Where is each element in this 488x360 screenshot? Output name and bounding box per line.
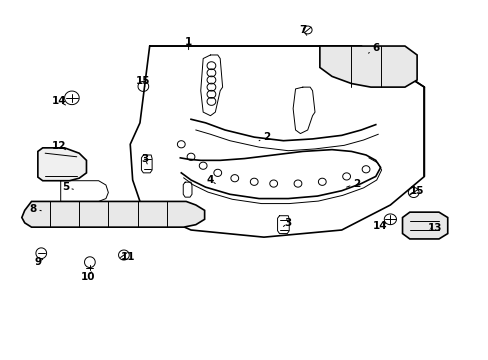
Text: 2: 2 bbox=[259, 132, 269, 142]
Text: 14: 14 bbox=[371, 221, 386, 231]
Polygon shape bbox=[22, 202, 204, 227]
Text: 9: 9 bbox=[34, 257, 42, 267]
Text: 14: 14 bbox=[51, 96, 66, 107]
Text: 4: 4 bbox=[206, 175, 215, 185]
Polygon shape bbox=[402, 212, 447, 239]
Text: 15: 15 bbox=[136, 76, 150, 86]
Text: 3: 3 bbox=[141, 154, 148, 164]
Text: 3: 3 bbox=[283, 218, 291, 228]
Text: 11: 11 bbox=[121, 252, 135, 262]
Text: 8: 8 bbox=[30, 203, 41, 213]
Text: 7: 7 bbox=[299, 25, 306, 35]
Polygon shape bbox=[38, 148, 86, 181]
Text: 13: 13 bbox=[427, 223, 442, 233]
Text: 12: 12 bbox=[51, 141, 66, 151]
Polygon shape bbox=[319, 46, 416, 87]
Text: 2: 2 bbox=[346, 179, 359, 189]
Text: 6: 6 bbox=[368, 43, 379, 53]
Text: 15: 15 bbox=[408, 186, 423, 196]
Text: 10: 10 bbox=[81, 272, 95, 282]
Text: 1: 1 bbox=[184, 37, 192, 50]
Text: 5: 5 bbox=[62, 182, 73, 192]
